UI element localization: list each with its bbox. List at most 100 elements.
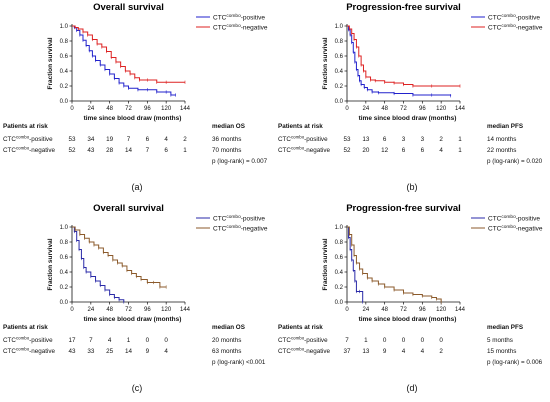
- panel-b: Progression-free survival 0 24 48 72 96 120 144…: [275, 0, 550, 201]
- x-tick-label: 48: [381, 106, 388, 112]
- risk-value: 6: [421, 147, 425, 154]
- risk-value: 6: [164, 147, 168, 154]
- x-axis-label: time since blood draw (months): [359, 316, 457, 323]
- y-tick-label: 0.0: [335, 99, 344, 105]
- risk-value: 7: [89, 337, 93, 344]
- x-tick-label: 96: [419, 307, 426, 313]
- legend-label: CTCcombo-positive: [213, 214, 265, 223]
- y-tick-label: 0.8: [60, 39, 69, 45]
- x-tick-label: 24: [362, 307, 369, 313]
- risk-value: 14: [125, 147, 133, 154]
- risk-value: 1: [458, 147, 462, 154]
- series-line-positive: [347, 25, 452, 96]
- risk-value: 13: [362, 348, 370, 355]
- median-value: 36 months: [212, 136, 241, 143]
- x-tick-label: 120: [161, 307, 172, 313]
- y-tick-label: 0.8: [60, 240, 69, 246]
- x-tick-label: 48: [381, 307, 388, 313]
- series-line-negative: [72, 25, 185, 83]
- x-tick-label: 48: [106, 307, 113, 313]
- x-tick-label: 96: [144, 106, 151, 112]
- y-axis-label: Fraction survival: [47, 37, 54, 89]
- y-tick-label: 0.4: [60, 270, 69, 276]
- risk-value: 6: [402, 147, 406, 154]
- x-tick-label: 96: [419, 106, 426, 112]
- risk-value: 1: [364, 337, 368, 344]
- p-value: p (log-rank) = 0.006: [487, 359, 543, 366]
- x-tick-label: 120: [436, 307, 447, 313]
- panel-c: Overall survival 0 24 48 72 96 120 144 0.0 0.2 0.4…: [0, 201, 275, 402]
- chart-title: Progression-free survival: [346, 2, 461, 13]
- y-tick-label: 1.0: [60, 225, 69, 231]
- risk-value: 13: [362, 136, 370, 143]
- y-tick-label: 0.4: [335, 69, 344, 75]
- risk-value: 43: [87, 147, 95, 154]
- x-tick-label: 48: [106, 106, 113, 112]
- risk-table-header: Patients at risk: [3, 324, 48, 331]
- risk-value: 9: [146, 348, 150, 355]
- risk-row-label: CTCcombo-positive: [3, 135, 53, 143]
- risk-value: 4: [164, 348, 168, 355]
- x-tick-label: 144: [180, 307, 191, 313]
- y-axis-label: Fraction survival: [322, 238, 329, 290]
- risk-value: 0: [439, 337, 443, 344]
- y-tick-label: 0.0: [335, 300, 344, 306]
- x-tick-label: 0: [345, 307, 349, 313]
- y-tick-label: 0.2: [60, 84, 69, 90]
- legend-label: CTCcombo-negative: [213, 23, 268, 32]
- median-value: 5 months: [487, 337, 513, 344]
- median-header: median PFS: [487, 324, 523, 331]
- panel-letter: (d): [407, 383, 418, 393]
- legend-label: CTCcombo-positive: [488, 214, 540, 223]
- x-tick-label: 0: [345, 106, 349, 112]
- series-line-positive: [72, 25, 176, 96]
- risk-value: 4: [402, 348, 406, 355]
- risk-table-header: Patients at risk: [278, 123, 323, 130]
- y-tick-label: 0.6: [60, 54, 69, 60]
- risk-value: 3: [421, 136, 425, 143]
- risk-value: 2: [439, 348, 443, 355]
- median-header: median OS: [212, 123, 245, 130]
- x-tick-label: 120: [161, 106, 172, 112]
- risk-value: 43: [68, 348, 76, 355]
- y-tick-label: 0.6: [335, 255, 344, 261]
- risk-value: 17: [68, 337, 76, 344]
- risk-value: 0: [402, 337, 406, 344]
- x-tick-label: 24: [87, 106, 94, 112]
- risk-value: 4: [108, 337, 112, 344]
- legend-label: CTCcombo-negative: [213, 224, 268, 233]
- y-axis-label: Fraction survival: [47, 238, 54, 290]
- y-tick-label: 1.0: [335, 24, 344, 30]
- median-value: 63 months: [212, 348, 241, 355]
- risk-value: 4: [164, 136, 168, 143]
- y-tick-label: 0.0: [60, 99, 69, 105]
- risk-value: 14: [125, 348, 133, 355]
- panel-letter: (b): [407, 182, 418, 192]
- risk-value: 6: [383, 136, 387, 143]
- x-tick-label: 96: [144, 307, 151, 313]
- x-tick-label: 72: [125, 106, 132, 112]
- y-tick-label: 0.2: [335, 84, 344, 90]
- y-tick-label: 0.0: [60, 300, 69, 306]
- y-tick-label: 0.8: [335, 240, 344, 246]
- risk-value: 28: [106, 147, 114, 154]
- risk-row-label: CTCcombo-positive: [278, 336, 328, 344]
- median-value: 14 months: [487, 136, 516, 143]
- median-value: 70 months: [212, 147, 241, 154]
- risk-value: 9: [383, 348, 387, 355]
- risk-value: 34: [87, 136, 95, 143]
- risk-value: 1: [127, 337, 131, 344]
- risk-row-label: CTCcombo-positive: [278, 135, 328, 143]
- x-tick-label: 0: [70, 307, 74, 313]
- y-tick-label: 1.0: [335, 225, 344, 231]
- risk-value: 52: [343, 147, 351, 154]
- series-line-negative: [347, 226, 442, 302]
- risk-value: 53: [343, 136, 351, 143]
- risk-row-label: CTCcombo-positive: [3, 336, 53, 344]
- panel-a: Overall survival 0 24 48 72 96 120 144 0.0 0.2 0.4…: [0, 0, 275, 201]
- panel-letter: (c): [132, 383, 143, 393]
- x-tick-label: 144: [455, 307, 466, 313]
- x-axis-label: time since blood draw (months): [359, 115, 457, 122]
